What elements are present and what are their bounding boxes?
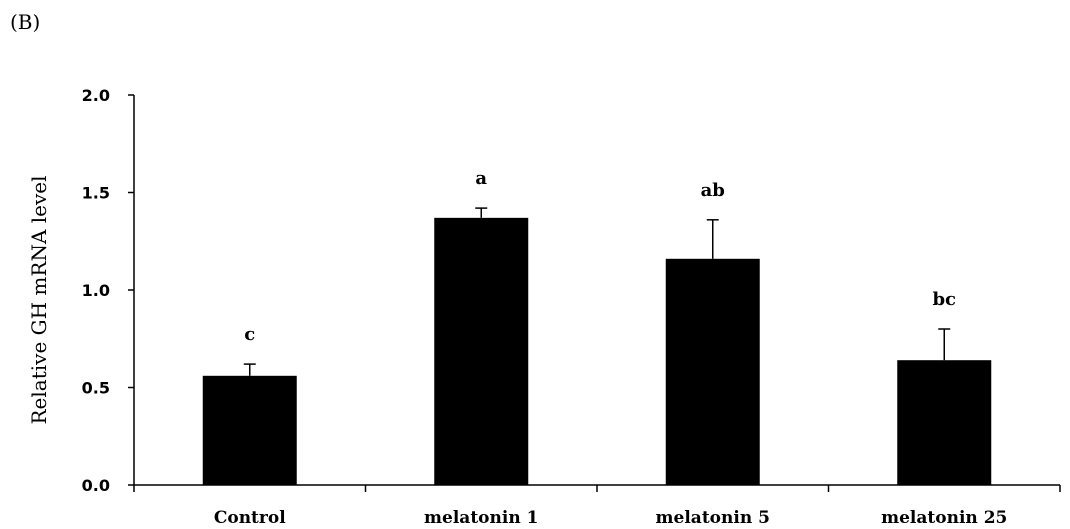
y-axis-title: Relative GH mRNA level (27, 175, 51, 424)
y-tick-label: 1.0 (82, 281, 110, 300)
y-axis: 0.0 0.5 1.0 1.5 2.0 (82, 86, 135, 495)
x-tick-label: melatonin 1 (424, 508, 538, 528)
bars (202, 217, 992, 485)
y-tick-label: 2.0 (82, 86, 110, 105)
error-bars (243, 207, 951, 376)
y-tick-label: 1.5 (82, 184, 110, 203)
bar (202, 375, 297, 485)
significance-label: c (244, 324, 255, 345)
significance-label: ab (701, 180, 725, 201)
significance-label: bc (932, 289, 956, 310)
y-tick-label: 0.5 (82, 379, 110, 398)
bar (665, 258, 760, 485)
bar (434, 217, 529, 485)
bar (897, 360, 992, 485)
y-tick-label: 0.0 (82, 476, 110, 495)
x-tick-label: Control (214, 508, 286, 528)
labels: c Control a melatonin 1 ab melatonin 5 bc melat… (214, 168, 1008, 528)
x-axis (133, 484, 1061, 492)
x-tick-label: melatonin 25 (881, 508, 1007, 528)
significance-label: a (475, 168, 487, 189)
panel-label: (B) (10, 10, 41, 34)
x-tick-label: melatonin 5 (656, 508, 770, 528)
